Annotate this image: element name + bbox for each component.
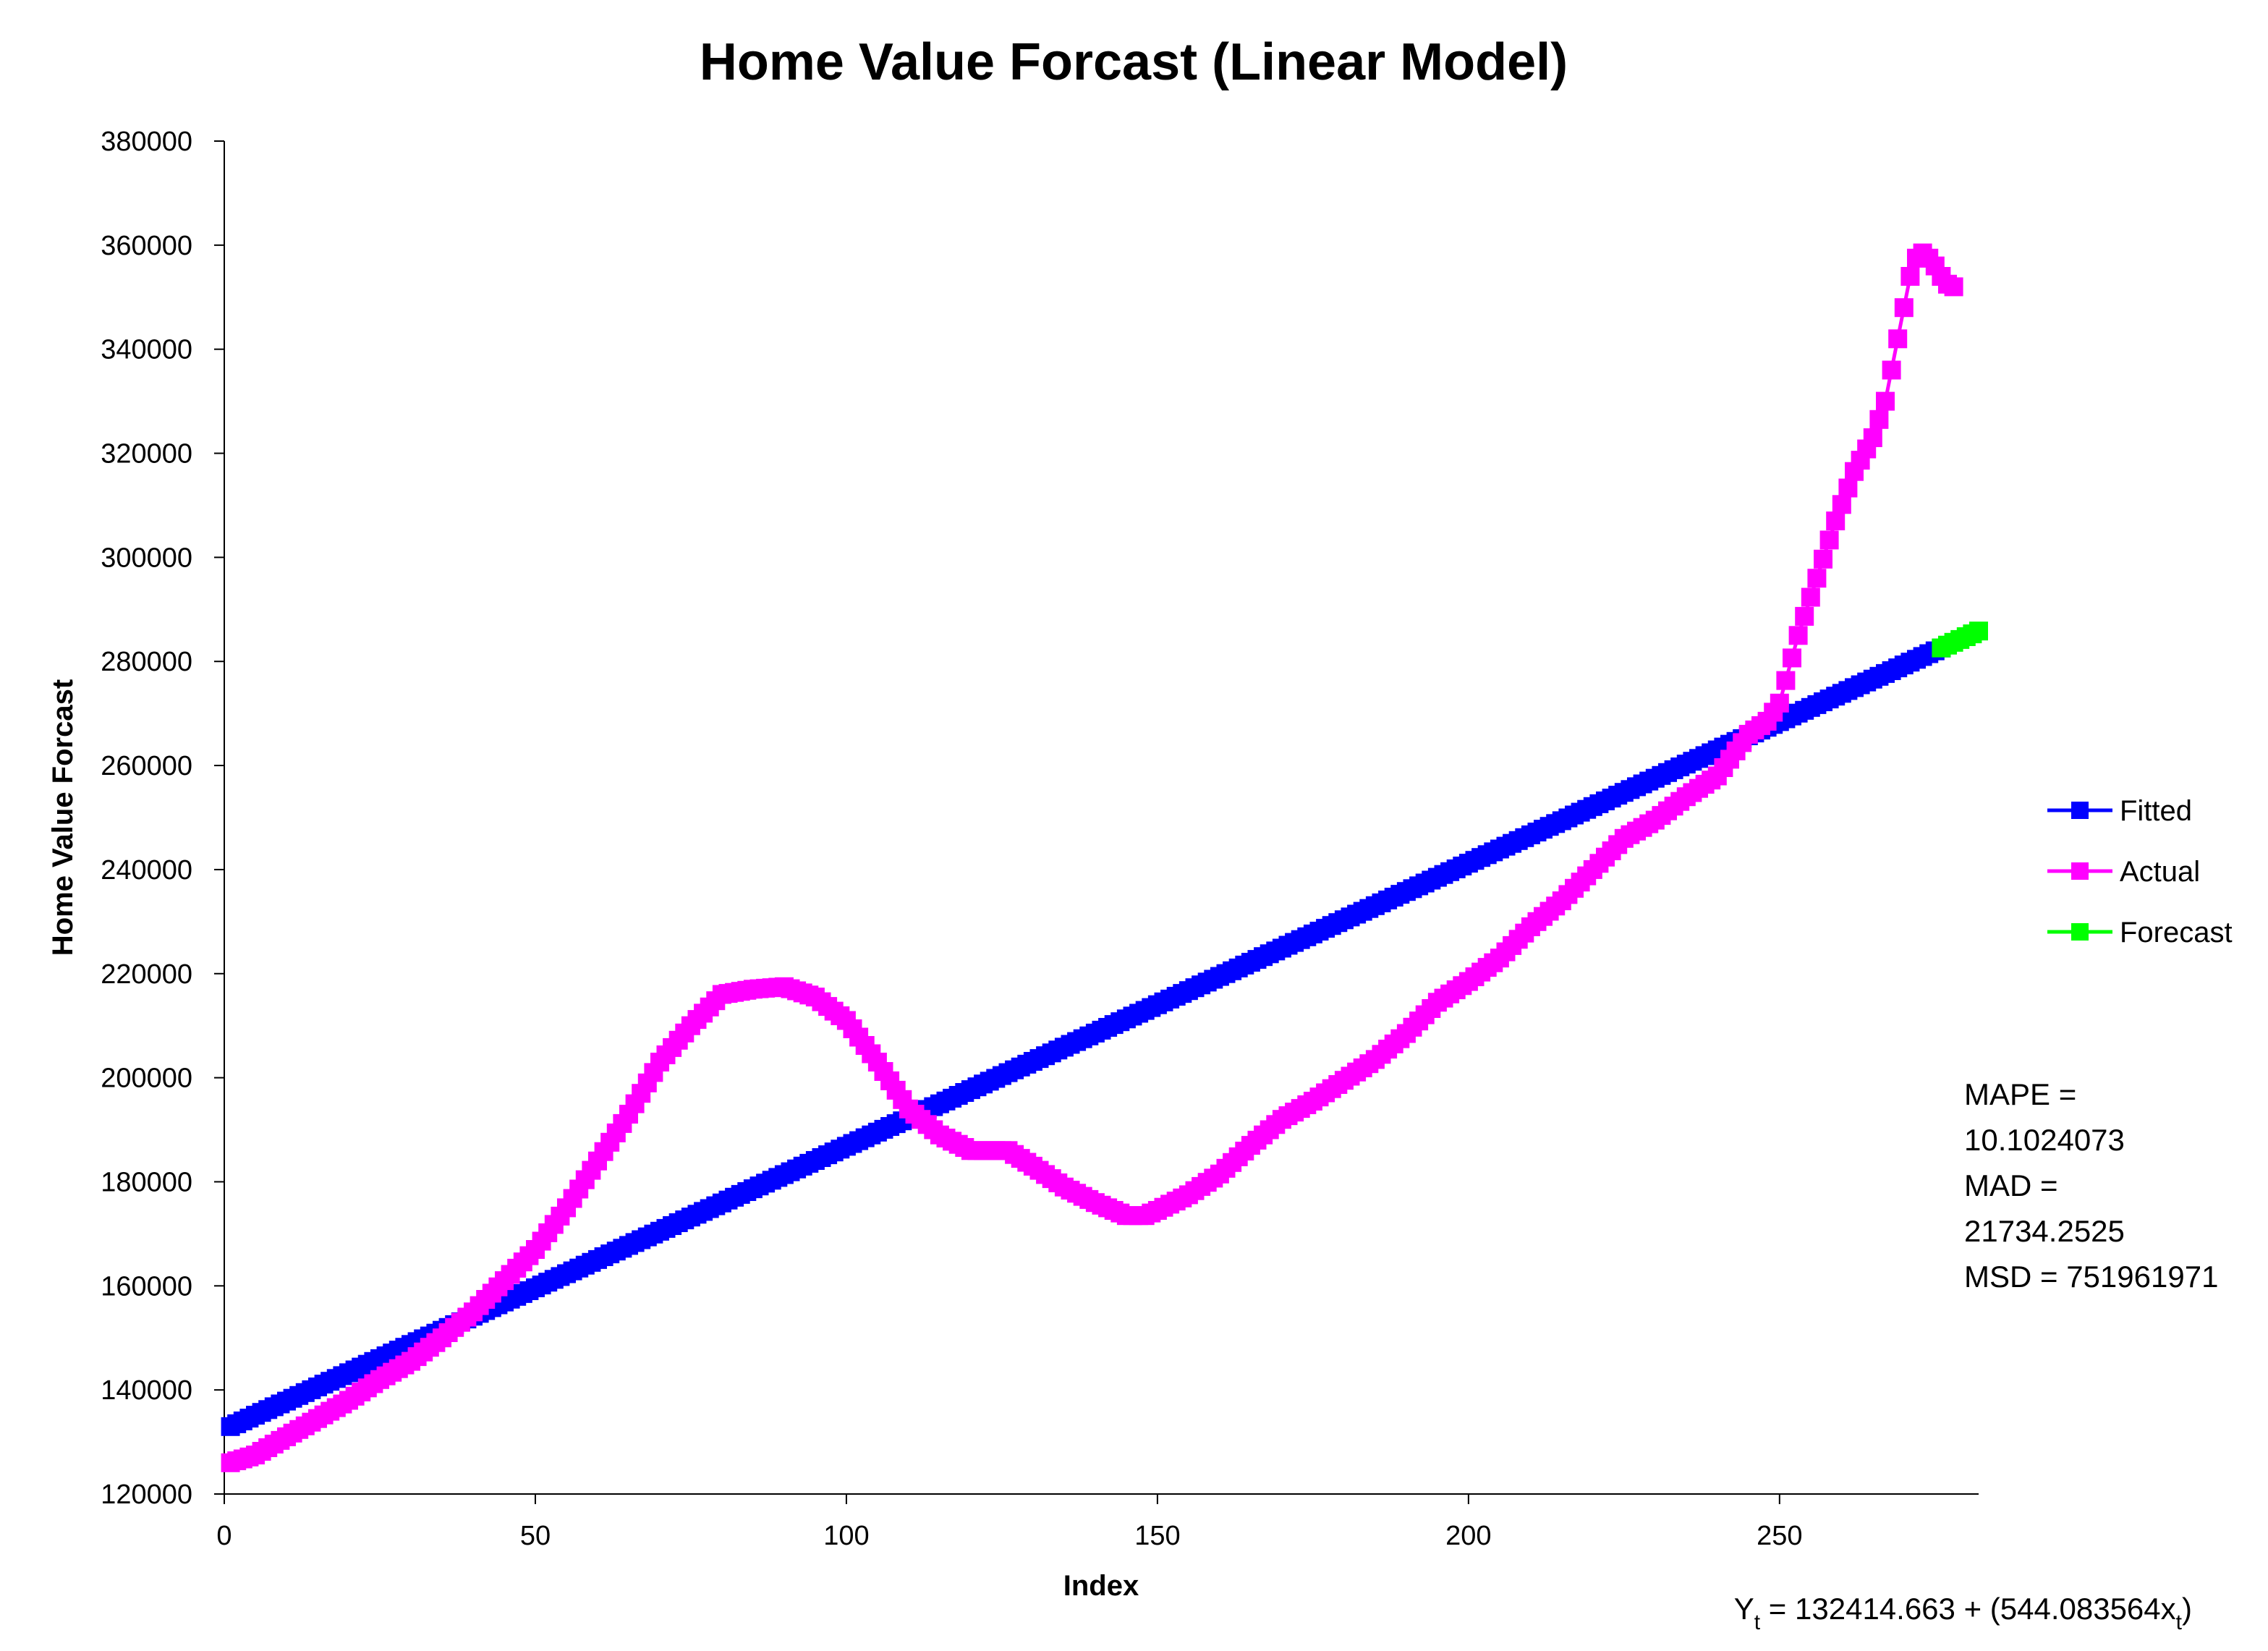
series-forecast <box>1932 621 1988 658</box>
y-tick-label: 320000 <box>101 439 192 470</box>
data-point <box>1882 360 1901 380</box>
legend-label: Forecast <box>2120 917 2233 948</box>
data-point <box>1838 478 1858 498</box>
model-equation: Yt = 132414.663 + (544.083564xt) <box>1734 1592 2192 1634</box>
stats-line: MSD = 751961971 <box>1964 1260 2218 1294</box>
data-point <box>1783 648 1801 668</box>
chart-title: Home Value Forcast (Linear Model) <box>700 33 1568 91</box>
plot-area: 120000 140000 160000 180000 200000 220000 2400… <box>101 127 1988 1551</box>
data-point <box>1894 298 1914 318</box>
x-tick-label: 0 <box>216 1521 232 1551</box>
data-point <box>1807 569 1827 588</box>
data-point <box>1776 671 1796 690</box>
data-point <box>1869 409 1889 429</box>
data-point <box>1944 277 1963 297</box>
data-point <box>1900 267 1920 286</box>
y-tick-label: 220000 <box>101 959 192 990</box>
stats-annotation: MAPE = 10.1024073 MAD = 21734.2525 MSD =… <box>1964 1077 2218 1294</box>
y-tick-label: 160000 <box>101 1271 192 1302</box>
y-tick-label: 300000 <box>101 543 192 573</box>
equation-middle: = 132414.663 + (544.083564x <box>1760 1592 2176 1626</box>
x-tick-label: 50 <box>520 1521 551 1551</box>
legend-marker <box>2071 802 2089 819</box>
x-tick-label: 250 <box>1757 1521 1802 1551</box>
series-actual <box>221 243 1963 1472</box>
y-tick-label: 120000 <box>101 1480 192 1510</box>
legend-item-forecast: Forecast <box>2047 917 2233 948</box>
legend-label: Fitted <box>2120 795 2192 827</box>
data-point <box>1969 621 1988 641</box>
y-tick-label: 140000 <box>101 1375 192 1406</box>
x-axis-ticks: 0 50 100 150 200 250 <box>216 1494 1803 1551</box>
legend-item-actual: Actual <box>2047 856 2200 888</box>
y-tick-label: 240000 <box>101 855 192 886</box>
y-tick-label: 180000 <box>101 1167 192 1197</box>
y-tick-label: 340000 <box>101 335 192 365</box>
data-point <box>1801 587 1820 607</box>
legend-label: Actual <box>2120 856 2200 888</box>
stats-line: 10.1024073 <box>1964 1123 2125 1157</box>
data-point <box>1788 626 1808 645</box>
data-point <box>1863 428 1882 447</box>
data-point <box>1876 391 1895 411</box>
y-tick-label: 360000 <box>101 231 192 261</box>
y-axis-label: Home Value Forcast <box>47 679 79 956</box>
y-tick-label: 280000 <box>101 647 192 677</box>
x-axis-label: Index <box>1063 1570 1139 1602</box>
data-point <box>1888 329 1908 349</box>
data-point <box>1770 693 1789 713</box>
y-axis-ticks: 120000 140000 160000 180000 200000 220000 2400… <box>101 127 224 1510</box>
data-point <box>1819 530 1839 550</box>
equation-prefix: Y <box>1734 1592 1754 1626</box>
y-tick-label: 200000 <box>101 1064 192 1094</box>
y-tick-label: 380000 <box>101 127 192 157</box>
equation-suffix: ) <box>2182 1592 2192 1626</box>
data-point <box>1832 495 1851 514</box>
data-point <box>1826 512 1846 530</box>
legend: Fitted Actual Forecast <box>2047 795 2233 948</box>
stats-line: MAPE = <box>1964 1077 2076 1111</box>
x-tick-label: 150 <box>1134 1521 1180 1551</box>
stats-line: MAD = <box>1964 1168 2058 1202</box>
data-point <box>1814 549 1832 569</box>
x-tick-label: 100 <box>823 1521 869 1551</box>
legend-marker <box>2071 923 2089 941</box>
data-point <box>1795 606 1814 626</box>
series-layer <box>221 243 1988 1472</box>
stats-line: 21734.2525 <box>1964 1214 2125 1248</box>
legend-item-fitted: Fitted <box>2047 795 2192 827</box>
equation-subscript: t <box>1754 1610 1761 1634</box>
legend-marker <box>2071 862 2089 880</box>
y-tick-label: 260000 <box>101 751 192 781</box>
x-tick-label: 200 <box>1445 1521 1491 1551</box>
equation-subscript: t <box>2176 1610 2183 1634</box>
